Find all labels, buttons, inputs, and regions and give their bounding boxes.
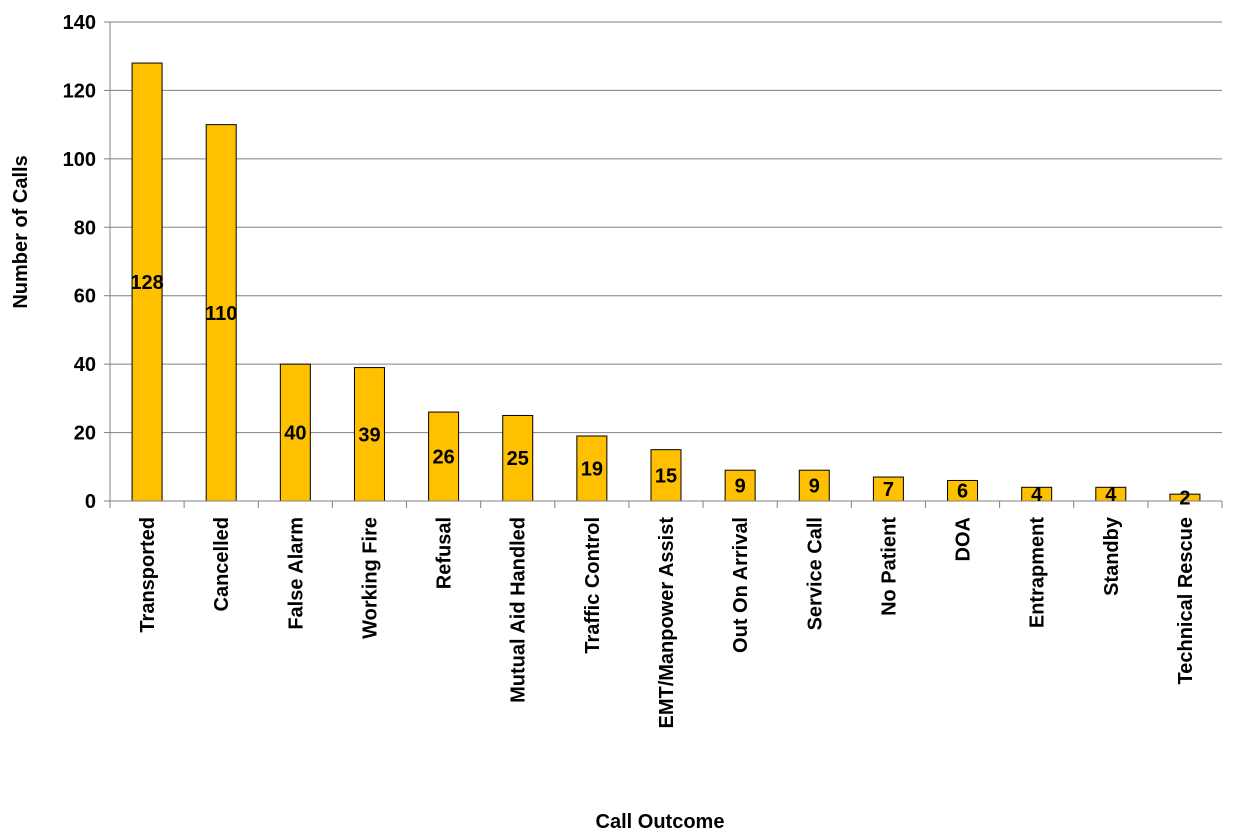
x-category-label: EMT/Manpower Assist bbox=[656, 517, 678, 729]
x-category-label: False Alarm bbox=[285, 517, 307, 630]
bars bbox=[131, 62, 1201, 502]
x-category-label: Technical Rescue bbox=[1175, 517, 1197, 684]
x-category-label: Transported bbox=[137, 517, 159, 633]
bar bbox=[428, 411, 460, 502]
bar bbox=[205, 124, 237, 502]
data-label: 9 bbox=[809, 476, 820, 498]
data-label: 39 bbox=[358, 424, 380, 446]
x-category-label: Mutual Aid Handled bbox=[508, 517, 530, 703]
x-category-label: Traffic Control bbox=[582, 517, 604, 654]
bar bbox=[798, 469, 830, 502]
data-label: 40 bbox=[284, 423, 306, 445]
data-label: 15 bbox=[655, 465, 677, 487]
x-category-label: Entrapment bbox=[1027, 517, 1049, 628]
x-axis-title: Call Outcome bbox=[596, 811, 725, 833]
bar bbox=[576, 435, 608, 502]
x-category-label: Working Fire bbox=[359, 517, 381, 639]
y-tick-label: 60 bbox=[74, 286, 96, 308]
data-label: 25 bbox=[507, 448, 529, 470]
labels: 0 20 40 60 80 100 120 140 128 Transported 110 Cance… bbox=[63, 12, 1197, 729]
y-tick-label: 80 bbox=[74, 217, 96, 239]
y-tick-label: 0 bbox=[85, 491, 96, 513]
y-axis-title: Number of Calls bbox=[10, 155, 32, 308]
data-label: 110 bbox=[205, 303, 237, 325]
y-tick-label: 40 bbox=[74, 354, 96, 376]
x-category-label: DOA bbox=[953, 517, 975, 561]
bar bbox=[279, 363, 311, 502]
data-label: 7 bbox=[883, 479, 894, 501]
data-label: 6 bbox=[957, 481, 968, 503]
data-label: 128 bbox=[130, 272, 163, 294]
y-tick-label: 120 bbox=[63, 80, 96, 102]
y-tick-label: 20 bbox=[74, 423, 96, 445]
gridlines bbox=[110, 21, 1222, 434]
data-label: 4 bbox=[1031, 484, 1043, 506]
data-label: 9 bbox=[735, 476, 746, 498]
x-category-label: Standby bbox=[1101, 516, 1123, 596]
bar bbox=[650, 449, 682, 502]
y-tick-label: 100 bbox=[63, 149, 96, 171]
data-label: 26 bbox=[432, 447, 454, 469]
y-tick-label: 140 bbox=[63, 12, 96, 34]
x-category-label: Cancelled bbox=[211, 517, 233, 611]
data-label: 19 bbox=[581, 458, 603, 480]
bar bbox=[502, 414, 534, 502]
axes bbox=[104, 21, 1223, 508]
data-label: 2 bbox=[1179, 488, 1190, 510]
x-category-label: Service Call bbox=[804, 517, 826, 630]
x-category-label: Refusal bbox=[434, 517, 456, 589]
x-category-label: Out On Arrival bbox=[730, 517, 752, 653]
data-label: 4 bbox=[1105, 484, 1117, 506]
bar bbox=[353, 367, 385, 502]
x-category-label: No Patient bbox=[878, 517, 900, 616]
